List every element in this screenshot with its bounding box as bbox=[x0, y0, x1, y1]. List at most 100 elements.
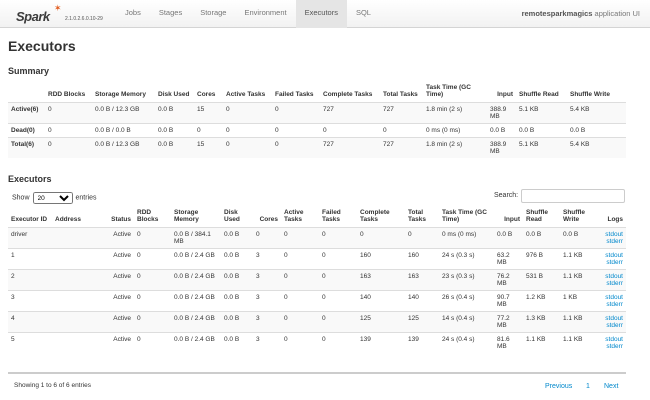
summary-table: RDD Blocks Storage Memory Disk Used Cores Ac… bbox=[8, 82, 626, 158]
summary-cell: 0.0 B / 12.3 GB bbox=[92, 102, 155, 124]
summary-cell: 727 bbox=[320, 137, 380, 158]
stderr-link[interactable]: stderr bbox=[606, 280, 623, 287]
executor-cell: 0.0 B / 2.4 GB bbox=[171, 290, 221, 312]
stderr-link[interactable]: stderr bbox=[606, 343, 623, 350]
executor-cell: 0.0 B bbox=[221, 311, 253, 333]
executors-header[interactable]: Shuffle Read bbox=[523, 207, 560, 228]
summary-header[interactable]: Disk Used bbox=[155, 82, 194, 103]
executors-header[interactable]: Active Tasks bbox=[281, 207, 319, 228]
executor-cell bbox=[52, 227, 105, 249]
page-1-button[interactable]: 1 bbox=[586, 383, 590, 390]
table-bottom-border bbox=[8, 372, 626, 374]
summary-header[interactable]: RDD Blocks bbox=[45, 82, 92, 103]
executors-header[interactable]: Total Tasks bbox=[405, 207, 439, 228]
executor-row: 4 Active 0 0.0 B / 2.4 GB 0.0 B 3 0 0 125 125 14 s… bbox=[8, 311, 626, 333]
summary-cell: 1.8 min (2 s) bbox=[423, 137, 487, 158]
executor-cell: 0 bbox=[134, 227, 171, 249]
executor-cell: 1 bbox=[8, 248, 52, 270]
stderr-link[interactable]: stderr bbox=[606, 238, 623, 245]
stdout-link[interactable]: stdout bbox=[605, 252, 623, 259]
executors-header[interactable]: Failed Tasks bbox=[319, 207, 357, 228]
executors-header[interactable]: Executor ID bbox=[8, 207, 52, 228]
summary-header[interactable]: Failed Tasks bbox=[272, 82, 320, 103]
executors-header[interactable]: Input bbox=[494, 207, 523, 228]
summary-cell: 0.0 B bbox=[516, 123, 567, 138]
stderr-link[interactable]: stderr bbox=[606, 301, 623, 308]
summary-header[interactable]: Storage Memory bbox=[92, 82, 155, 103]
stderr-link[interactable]: stderr bbox=[606, 259, 623, 266]
summary-cell: 0.0 B bbox=[487, 123, 516, 138]
executor-cell: 24 s (0.3 s) bbox=[439, 248, 494, 270]
executor-cell: 1.1 KB bbox=[560, 269, 598, 291]
executor-cell: 0 bbox=[319, 269, 357, 291]
summary-cell: 0 bbox=[194, 123, 223, 138]
summary-header[interactable]: Shuffle Write bbox=[567, 82, 626, 103]
executor-cell: 23 s (0.3 s) bbox=[439, 269, 494, 291]
summary-header[interactable]: Cores bbox=[194, 82, 223, 103]
summary-header[interactable]: Total Tasks bbox=[380, 82, 423, 103]
executors-header[interactable]: Complete Tasks bbox=[357, 207, 405, 228]
executors-header[interactable]: Logs bbox=[598, 207, 626, 228]
executor-cell: 0 bbox=[319, 311, 357, 333]
executor-cell: 0 bbox=[319, 290, 357, 312]
stdout-link[interactable]: stdout bbox=[605, 273, 623, 280]
top-navbar: Spark ✶ 2.1.0.2.6.0.10-29 Jobs Stages Stor… bbox=[0, 0, 650, 28]
next-button[interactable]: Next bbox=[604, 383, 619, 390]
executors-header[interactable]: Shuffle Write bbox=[560, 207, 598, 228]
executor-cell: 0.0 B / 2.4 GB bbox=[171, 311, 221, 333]
executor-cell: Active bbox=[105, 248, 134, 270]
summary-header[interactable]: Shuffle Read bbox=[516, 82, 567, 103]
executors-header[interactable]: Task Time (GC Time) bbox=[439, 207, 494, 228]
executor-cell: 160 bbox=[405, 248, 439, 270]
summary-cell: 0.0 B / 0.0 B bbox=[92, 123, 155, 138]
stderr-link[interactable]: stderr bbox=[606, 322, 623, 329]
executor-cell: 0 bbox=[281, 269, 319, 291]
summary-cell: 727 bbox=[380, 102, 423, 124]
stdout-link[interactable]: stdout bbox=[605, 231, 623, 238]
executor-cell: 0.0 B / 2.4 GB bbox=[171, 332, 221, 353]
executor-cell: 0 bbox=[281, 227, 319, 249]
stdout-link[interactable]: stdout bbox=[605, 336, 623, 343]
tab-environment[interactable]: Environment bbox=[244, 8, 287, 17]
executor-cell: 0.0 B bbox=[221, 332, 253, 353]
tab-stages[interactable]: Stages bbox=[158, 8, 183, 17]
logs-cell: stdout stderr bbox=[598, 290, 626, 312]
table-info: Showing 1 to 6 of 6 entries bbox=[14, 382, 91, 389]
executors-header[interactable]: Address bbox=[52, 207, 105, 228]
tab-sql[interactable]: SQL bbox=[355, 8, 371, 17]
executor-cell: 3 bbox=[253, 290, 281, 312]
summary-header[interactable] bbox=[8, 82, 45, 103]
tab-storage[interactable]: Storage bbox=[200, 8, 227, 17]
logs-cell: stdout stderr bbox=[598, 248, 626, 270]
summary-cell: 0 bbox=[380, 123, 423, 138]
executor-cell: 0 bbox=[319, 332, 357, 353]
summary-cell: Dead(0) bbox=[8, 123, 45, 138]
executors-header[interactable]: Cores bbox=[253, 207, 281, 228]
executor-cell: 140 bbox=[357, 290, 405, 312]
summary-cell: 0 bbox=[223, 102, 272, 124]
tab-executors[interactable]: Executors bbox=[295, 0, 347, 28]
summary-header[interactable]: Input bbox=[487, 82, 516, 103]
tab-jobs[interactable]: Jobs bbox=[125, 8, 141, 17]
executors-header[interactable]: Status bbox=[105, 207, 134, 228]
stdout-link[interactable]: stdout bbox=[605, 294, 623, 301]
executor-cell: 0 bbox=[281, 332, 319, 353]
executor-cell: 0 bbox=[319, 227, 357, 249]
stdout-link[interactable]: stdout bbox=[605, 315, 623, 322]
summary-header[interactable]: Task Time (GC Time) bbox=[423, 82, 487, 103]
executors-header[interactable]: Storage Memory bbox=[171, 207, 221, 228]
spark-logo[interactable]: Spark ✶ 2.1.0.2.6.0.10-29 bbox=[16, 3, 103, 24]
search-input[interactable] bbox=[521, 189, 625, 203]
summary-header[interactable]: Active Tasks bbox=[223, 82, 272, 103]
executor-cell: 4 bbox=[8, 311, 52, 333]
executor-cell: 90.7 MB bbox=[494, 290, 523, 312]
previous-button[interactable]: Previous bbox=[545, 383, 573, 390]
executor-cell: 63.2 MB bbox=[494, 248, 523, 270]
summary-cell: 388.9 MB bbox=[487, 137, 516, 158]
executors-header[interactable]: RDD Blocks bbox=[134, 207, 171, 228]
executor-cell: 81.6 MB bbox=[494, 332, 523, 353]
page-size-select[interactable]: 20 bbox=[32, 192, 73, 204]
summary-header[interactable]: Complete Tasks bbox=[320, 82, 380, 103]
executors-header[interactable]: Disk Used bbox=[221, 207, 253, 228]
